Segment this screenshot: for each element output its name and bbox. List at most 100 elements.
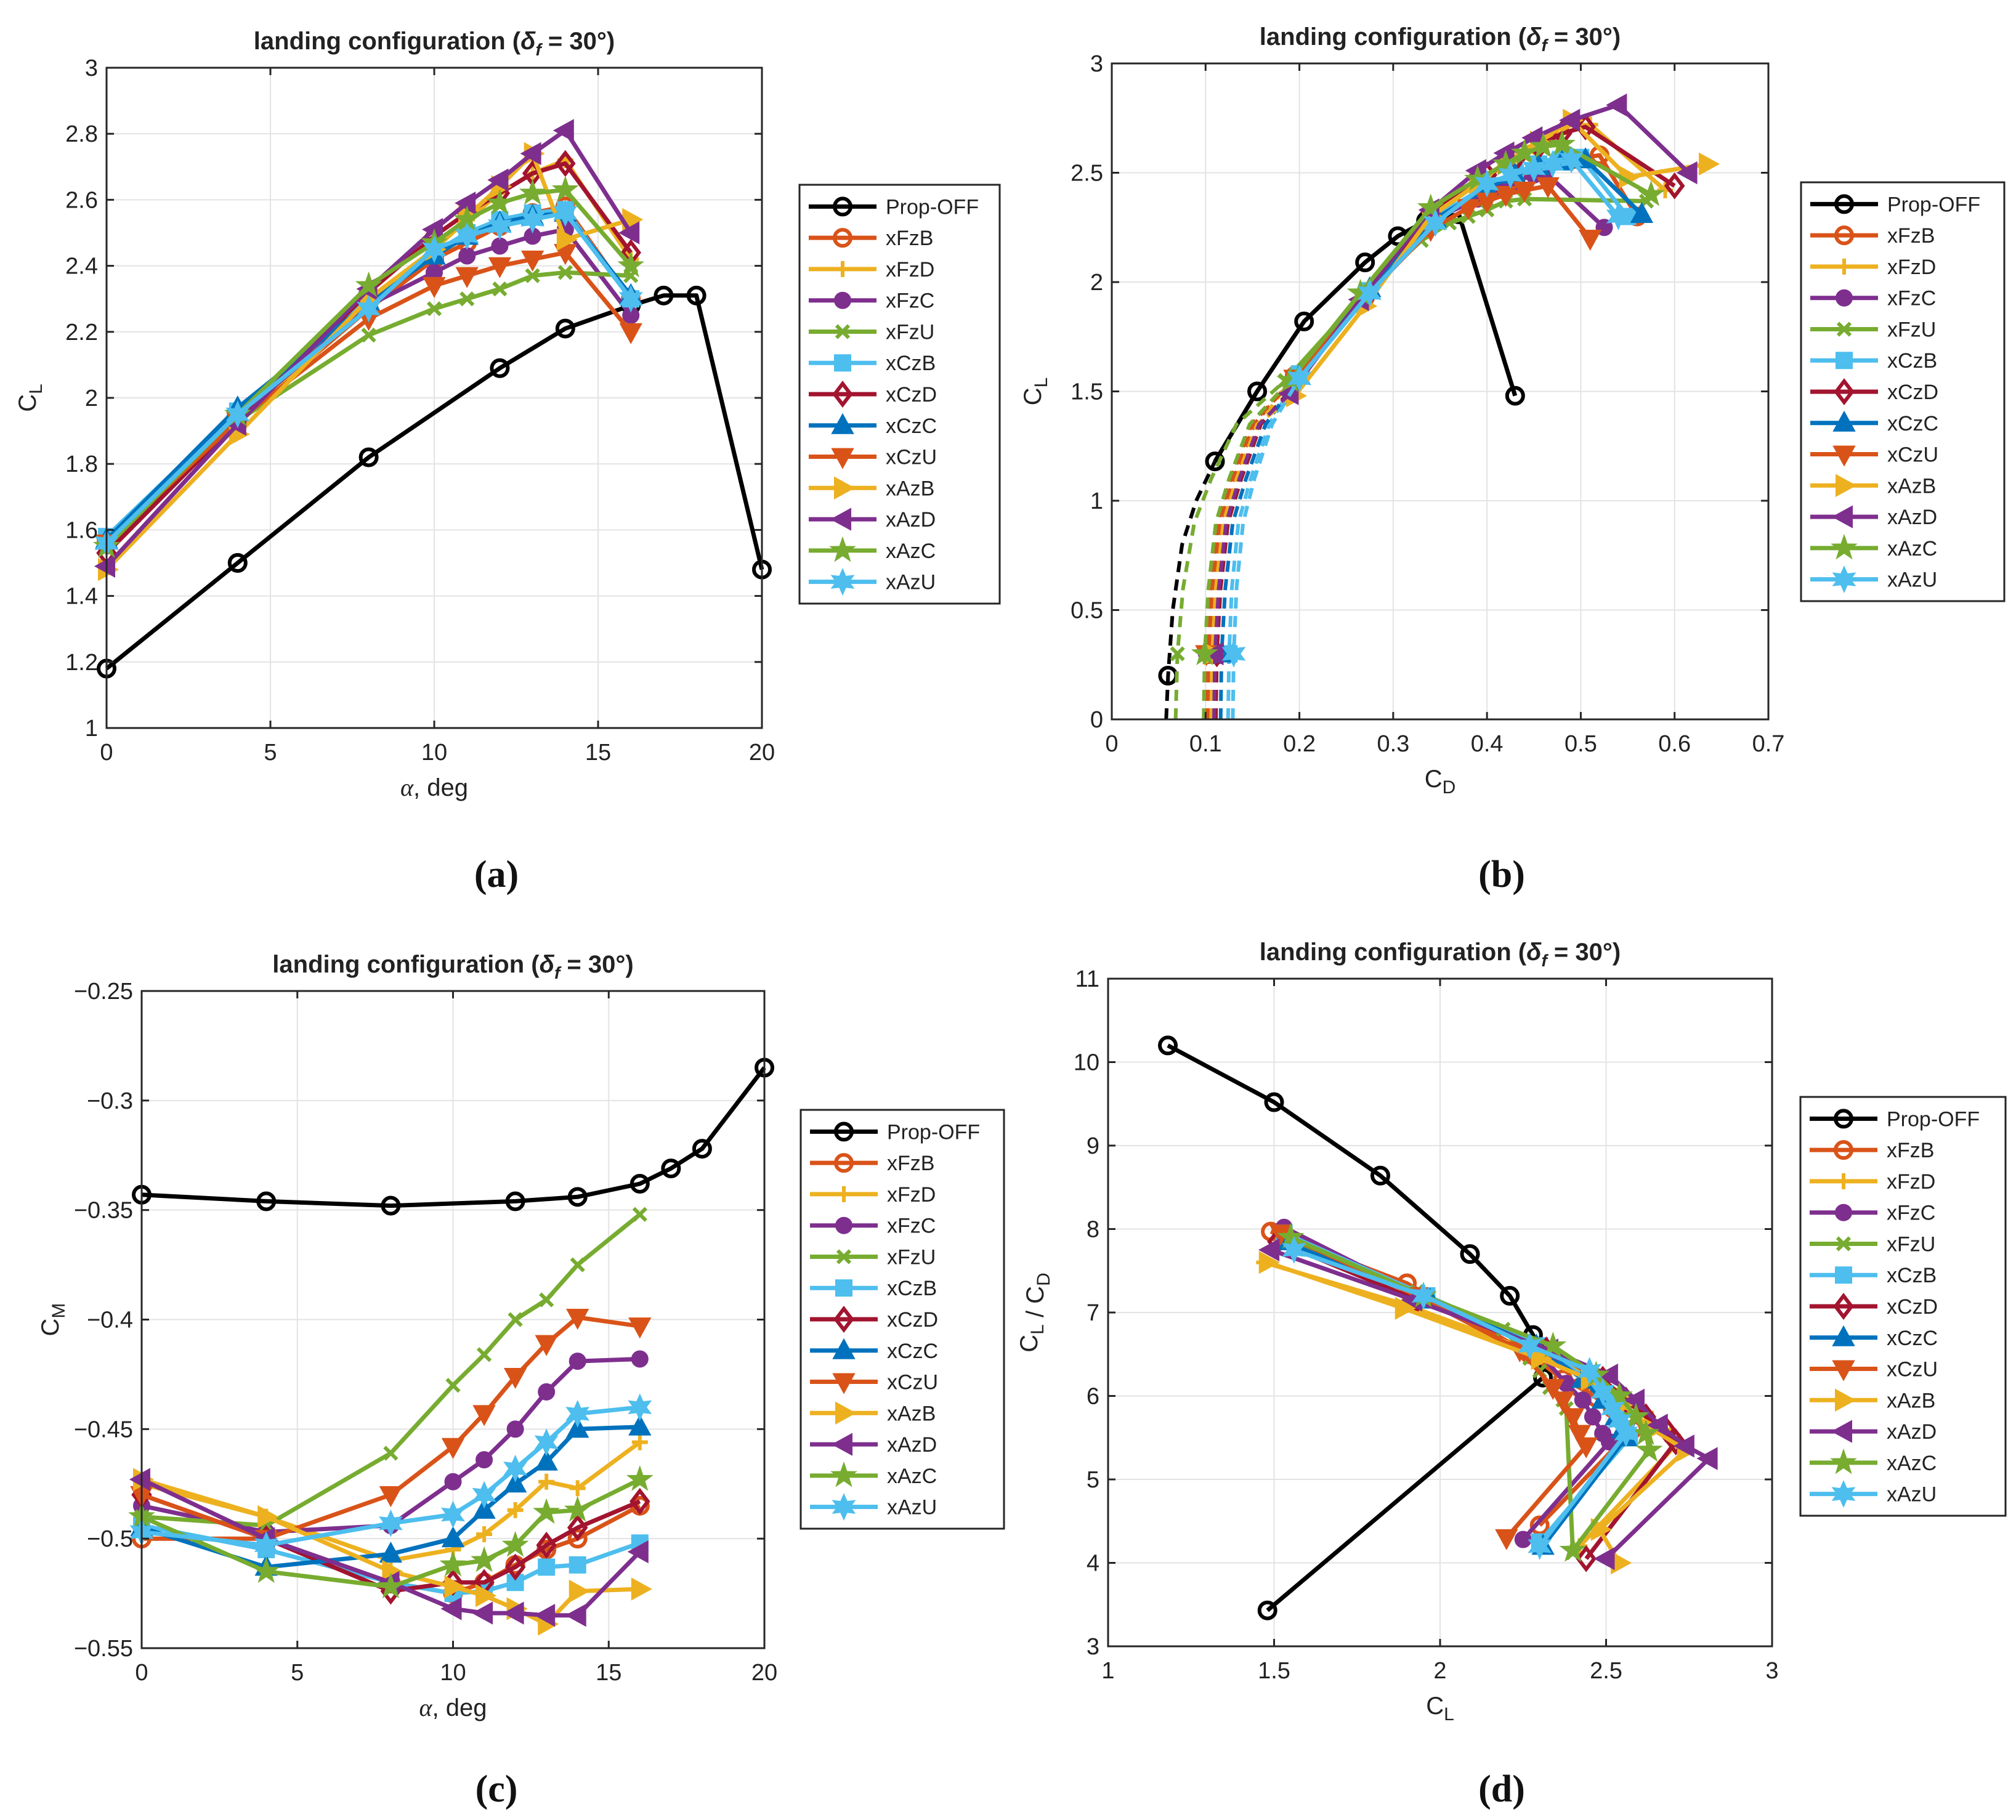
legend-marker [835, 261, 851, 277]
y-tick-label: 2.4 [65, 254, 98, 280]
y-tick-label: −0.4 [87, 1308, 133, 1333]
legend-label: xAzU [1887, 1483, 1937, 1507]
chart-title: landing configuration (δf = 30°) [254, 28, 615, 59]
data-point [227, 553, 248, 573]
data-point [504, 1553, 526, 1581]
legend-entry: xAzU [810, 1493, 937, 1521]
data-point [423, 277, 446, 298]
y-tick-label: −0.35 [74, 1198, 133, 1224]
y-tick-label: 5 [1087, 1467, 1099, 1493]
data-layer [1158, 1035, 1718, 1620]
legend-label: Prop-OFF [887, 1120, 980, 1144]
legend-marker [834, 476, 856, 499]
legend-label: xFzD [1887, 1170, 1935, 1194]
y-tick-label: 3 [85, 55, 98, 81]
data-point [1597, 1363, 1618, 1387]
legend-entry: xCzD [809, 381, 937, 408]
data-point [503, 1601, 524, 1625]
legend: Prop-OFF xFzB xFzD xFzC xFzU xCzB xCzD xCzC xCzU… [798, 184, 1001, 605]
data-point [1574, 1437, 1598, 1458]
y-tick-label: −0.3 [87, 1088, 133, 1114]
legend-label: xAzD [1887, 506, 1937, 529]
data-layer [93, 119, 772, 679]
data-point [661, 1159, 681, 1179]
legend-entry: xCzU [1810, 1358, 1938, 1381]
series-line [141, 1066, 766, 1208]
data-point [358, 447, 379, 467]
data-point [1395, 1296, 1416, 1320]
data-point [94, 554, 115, 578]
data-point [618, 221, 640, 245]
data-point [1593, 1547, 1615, 1571]
data-point [631, 1434, 648, 1450]
data-point [441, 1438, 465, 1459]
legend-marker [830, 568, 855, 596]
data-point [1294, 311, 1314, 331]
data-point [1518, 1332, 1542, 1360]
legend-label: xCzC [1887, 1327, 1938, 1350]
legend-marker [1834, 194, 1854, 214]
y-tick-label: 2.8 [65, 121, 98, 147]
series-line [105, 293, 764, 671]
data-point [253, 1557, 280, 1583]
legend-marker [832, 1338, 856, 1359]
legend-label: xFzC [1887, 1202, 1935, 1225]
x-tick-label: 2 [1433, 1658, 1446, 1684]
legend-label: xAzD [887, 1433, 937, 1457]
legend: Prop-OFF xFzB xFzD xFzC xFzU xCzB xCzD xCzC xCzU… [1799, 1096, 2007, 1517]
y-tick-label: 2.6 [65, 187, 98, 213]
legend-label: xAzB [1887, 1389, 1935, 1412]
data-point [1475, 169, 1499, 198]
data-point [476, 1347, 492, 1362]
legend-marker [1832, 1360, 1855, 1381]
data-point [631, 1577, 652, 1601]
data-point [1417, 193, 1444, 219]
chart-panel-b: 0 0.1 0.2 0.3 0.4 0.5 0.6 0.7 0 0.5 1 1.5 2 2.5 3 landi… [1019, 23, 2006, 896]
legend-label: xFzD [887, 1183, 936, 1207]
legend-label: xCzU [1887, 1358, 1938, 1381]
legend-label: xCzB [887, 1277, 937, 1300]
data-point [617, 251, 645, 278]
legend-label: xCzU [887, 1371, 938, 1394]
legend-marker [1832, 1325, 1855, 1346]
legend-marker [1835, 1388, 1856, 1412]
legend-entry: Prop-OFF [1810, 1107, 1980, 1131]
y-tick-label: −0.25 [74, 979, 133, 1005]
legend-label: xFzC [1887, 287, 1936, 310]
legend-label: xAzU [1887, 568, 1937, 592]
legend-entry: Prop-OFF [810, 1120, 980, 1144]
x-tick-label: 10 [421, 740, 447, 766]
data-point [476, 1583, 497, 1608]
data-point [1494, 186, 1518, 208]
legend-entry: xCzB [1810, 349, 1937, 373]
legend-marker [830, 1461, 857, 1487]
legend-entry: xAzU [1810, 565, 1937, 594]
legend-label: xCzC [1887, 412, 1938, 435]
data-point [1247, 381, 1268, 402]
data-point [1370, 1165, 1390, 1186]
data-point [459, 291, 475, 307]
data-point [379, 1486, 403, 1508]
data-point [686, 285, 706, 305]
chart-title: landing configuration (δf = 30°) [272, 951, 633, 982]
y-tick-label: 2.5 [1071, 161, 1103, 187]
legend-entry: xAzC [810, 1461, 937, 1488]
data-point [1498, 161, 1523, 189]
legend-marker [1835, 1266, 1852, 1284]
data-point [533, 1498, 561, 1524]
chart-panel-a: 0 5 10 15 20 1 1.2 1.4 1.6 1.8 2 2.2 2.4 2.6 2.8 3 landi… [14, 28, 1001, 896]
legend-marker [835, 1279, 852, 1297]
data-point [357, 294, 381, 323]
series-xAzB [133, 1468, 652, 1636]
data-point [569, 1579, 590, 1603]
legend-entry: xFzB [1810, 224, 1935, 248]
x-tick-label: 3 [1765, 1658, 1778, 1684]
y-tick-label: 1 [85, 716, 98, 742]
x-tick-label: 0.7 [1752, 731, 1785, 757]
legend-entry: xFzU [810, 1245, 936, 1269]
legend-entry: xAzC [809, 536, 936, 563]
x-tick-label: 5 [291, 1660, 304, 1686]
series-xFzC [133, 1350, 649, 1541]
data-point [1513, 181, 1536, 203]
x-tick-label: 0.4 [1471, 731, 1504, 757]
